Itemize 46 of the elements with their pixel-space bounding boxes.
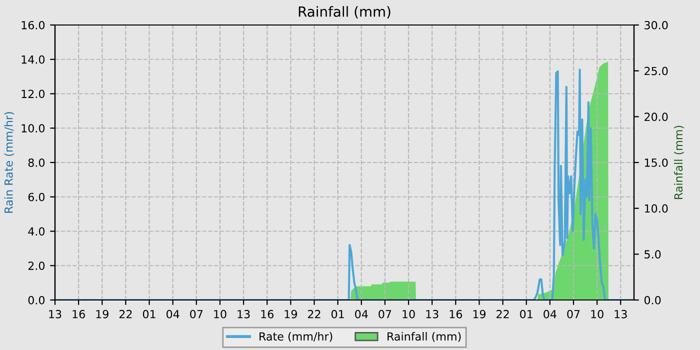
x-tick-label: 22: [308, 310, 320, 318]
x-tick-label: 13: [614, 310, 627, 318]
x-tick-label: 07: [567, 310, 580, 318]
y2-tick-label: 20.0: [644, 112, 668, 122]
x-tick-label: 01: [142, 310, 156, 318]
y-tick-label: 4.0: [28, 227, 45, 236]
y-tick-label: 2.0: [28, 262, 45, 270]
x-tick-label: 22: [496, 310, 509, 318]
x-tick-label: 07: [190, 310, 203, 318]
x-tick-label: 10: [591, 310, 604, 318]
y2-tick-label: 15.0: [644, 158, 668, 167]
x-tick-label: 16: [450, 310, 462, 318]
y-tick-label: 14.0: [22, 55, 45, 64]
x-tick-label: 22: [119, 310, 132, 318]
x-tick-label: 16: [72, 310, 85, 318]
x-tick-label: 13: [426, 310, 438, 318]
y2-tick-label: 25.0: [644, 66, 668, 76]
x-tick-label: 01: [331, 310, 344, 318]
y2-tick-label: 0.0: [644, 296, 661, 304]
x-tick-label: 19: [284, 310, 297, 318]
x-tick-label: 04: [544, 310, 556, 318]
x-tick-label: 19: [96, 310, 108, 318]
x-tick-label: 07: [378, 310, 392, 318]
y2-tick-label: 30.0: [644, 20, 668, 30]
y-tick-label: 16.0: [22, 20, 45, 30]
x-tick-label: 19: [473, 310, 486, 318]
y2-tick-label: 10.0: [644, 204, 668, 213]
y-axis-title: Rain Rate (mm/hr): [4, 112, 14, 213]
y-tick-label: 12.0: [22, 90, 45, 98]
y2-axis-title: Rainfall (mm): [674, 126, 684, 199]
x-tick-label: 01: [520, 310, 532, 318]
y-tick-label: 8.0: [28, 158, 45, 167]
y-tick-label: 10.0: [22, 124, 45, 133]
y2-tick-label: 5.0: [644, 250, 661, 259]
y-tick-label: 0.0: [28, 296, 45, 304]
x-tick-label: 10: [402, 310, 415, 318]
x-tick-label: 13: [49, 310, 62, 318]
legend-label: Rainfall (mm): [388, 332, 461, 342]
y-tick-label: 6.0: [28, 192, 45, 202]
x-tick-label: 04: [166, 310, 180, 318]
chart-title: Rainfall (mm): [298, 6, 390, 18]
legend-label: Rate (mm/hr): [260, 332, 332, 342]
x-tick-label: 16: [261, 310, 274, 318]
x-tick-label: 04: [355, 310, 368, 318]
x-tick-label: 13: [238, 310, 250, 318]
x-tick-label: 10: [214, 310, 226, 318]
